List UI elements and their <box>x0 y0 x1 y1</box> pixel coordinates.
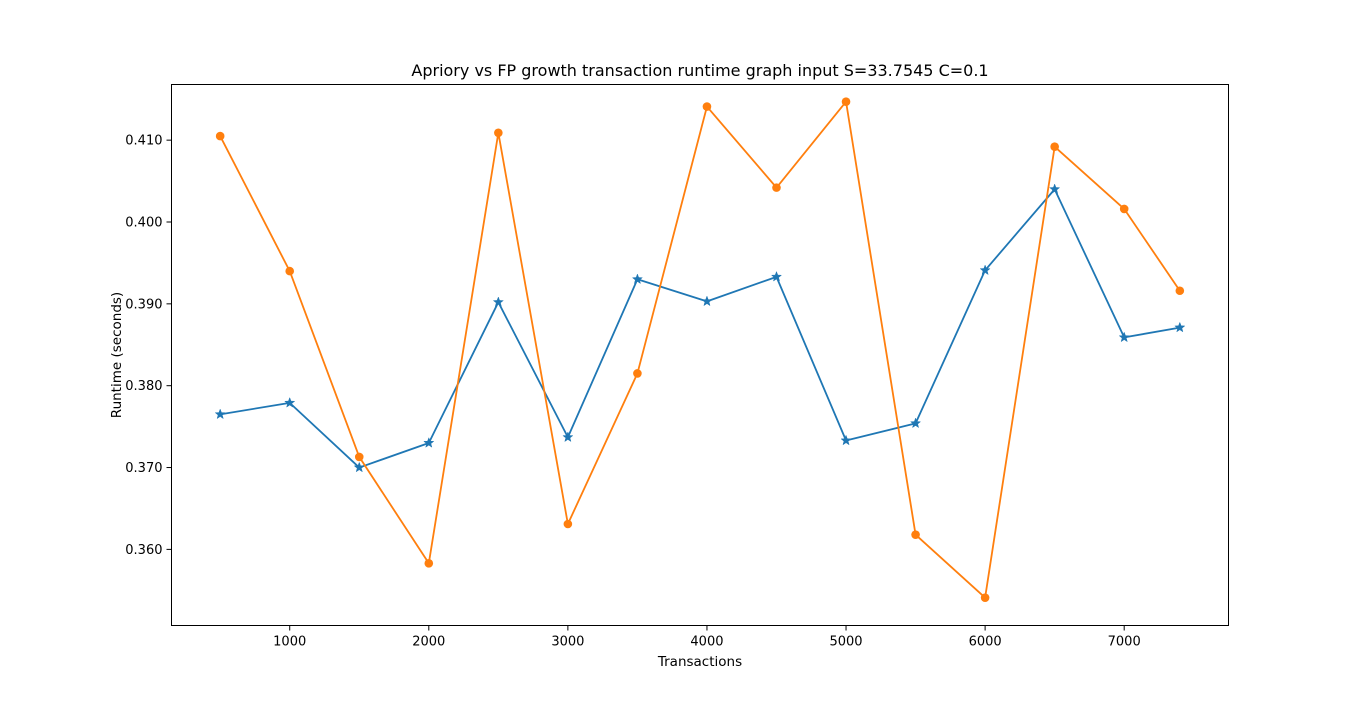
x-tick-label: 7000 <box>1108 635 1141 650</box>
data-point-series-2 <box>354 452 364 462</box>
chart-title: Apriory vs FP growth transaction runtime… <box>411 61 988 80</box>
data-point-series-2 <box>980 593 990 602</box>
data-point-series-1 <box>770 270 783 282</box>
x-tick-label: 1000 <box>273 635 306 650</box>
data-point-series-1 <box>492 296 504 307</box>
data-point-series-2 <box>772 183 781 192</box>
data-point-series-1 <box>1049 183 1061 195</box>
data-point-series-2 <box>633 369 642 378</box>
data-point-series-1 <box>701 295 713 307</box>
data-point-series-2 <box>1050 142 1059 152</box>
x-tick-label: 5000 <box>829 635 862 650</box>
data-point-series-2 <box>563 519 573 529</box>
data-point-series-1 <box>909 417 922 429</box>
data-point-series-2 <box>215 131 225 141</box>
data-point-series-1 <box>562 431 574 443</box>
data-point-series-1 <box>353 461 365 473</box>
y-tick-label: 0.390 <box>125 297 162 312</box>
axes-frame <box>171 84 1229 626</box>
y-axis-label: Runtime (seconds) <box>109 292 125 418</box>
x-tick-label: 4000 <box>690 635 723 650</box>
data-point-series-1 <box>1174 321 1186 333</box>
data-point-series-2 <box>424 558 434 568</box>
x-tick-label: 6000 <box>969 635 1002 650</box>
y-tick-label: 0.360 <box>125 543 162 558</box>
data-point-series-2 <box>702 102 712 111</box>
data-point-series-1 <box>284 396 296 408</box>
data-point-series-2 <box>285 266 295 276</box>
data-point-series-2 <box>494 128 503 138</box>
plot-area: 1000 2000 3000 4000 5000 6000 7000 0.360 0.370 0.… <box>125 97 1186 650</box>
data-point-series-2 <box>841 97 851 106</box>
data-point-series-1 <box>631 273 644 285</box>
data-point-series-1 <box>979 264 991 276</box>
data-point-series-1 <box>423 437 435 448</box>
x-tick-label: 2000 <box>412 635 445 650</box>
y-tick-label: 0.370 <box>125 461 162 476</box>
y-tick-label: 0.380 <box>125 379 162 394</box>
y-tick-label: 0.410 <box>125 134 162 149</box>
data-point-series-1 <box>214 408 226 420</box>
data-point-series-1 <box>1118 331 1130 343</box>
data-point-series-1 <box>840 434 852 446</box>
x-tick-label: 3000 <box>551 635 584 650</box>
x-axis-label: Transactions <box>657 654 742 670</box>
data-point-series-2 <box>1119 204 1129 214</box>
data-point-series-2 <box>1175 286 1185 296</box>
data-point-series-2 <box>911 530 920 539</box>
y-tick-label: 0.400 <box>125 216 162 231</box>
